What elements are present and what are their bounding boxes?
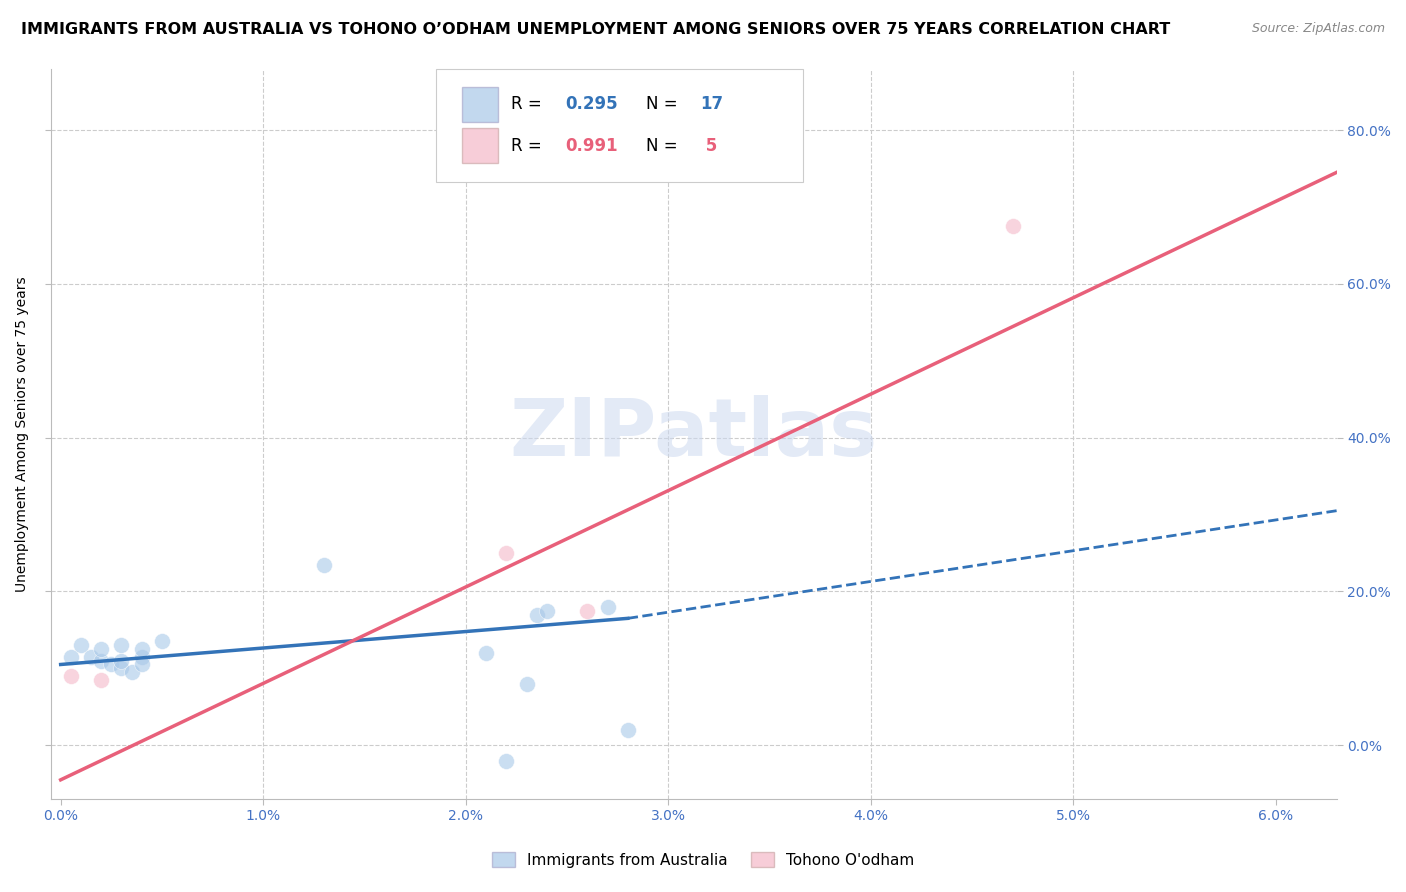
Point [70,638,93,652]
Text: N =: N = [645,137,683,155]
Text: Source: ZipAtlas.com: Source: ZipAtlas.com [1251,22,1385,36]
Point [617,723,640,737]
Point [59,649,82,664]
Point [576,604,599,618]
Y-axis label: Unemployment Among Seniors over 75 years: Unemployment Among Seniors over 75 years [15,276,30,591]
Point [131,657,153,672]
Text: 5: 5 [700,137,717,155]
FancyBboxPatch shape [463,87,498,122]
Point [110,654,132,668]
Point [80,649,103,664]
Point [536,604,558,618]
Text: R =: R = [510,95,547,113]
Legend: Immigrants from Australia, Tohono O'odham: Immigrants from Australia, Tohono O'odha… [484,844,922,875]
Text: ZIPatlas: ZIPatlas [509,395,877,473]
Point [121,665,143,680]
Point [596,599,619,614]
Point [90,673,112,687]
Point [100,657,122,672]
Point [526,607,548,622]
Point [312,558,335,572]
Point [1001,219,1024,234]
Point [495,546,517,560]
Point [495,754,517,768]
Point [110,661,132,675]
Text: IMMIGRANTS FROM AUSTRALIA VS TOHONO O’ODHAM UNEMPLOYMENT AMONG SENIORS OVER 75 Y: IMMIGRANTS FROM AUSTRALIA VS TOHONO O’OD… [21,22,1170,37]
FancyBboxPatch shape [463,128,498,163]
Point [475,646,498,660]
Point [59,669,82,683]
Point [515,676,537,690]
Text: 17: 17 [700,95,723,113]
Point [90,642,112,657]
Point [131,642,153,657]
Text: 0.295: 0.295 [565,95,617,113]
Text: R =: R = [510,137,547,155]
Point [150,634,173,648]
Point [90,654,112,668]
Text: N =: N = [645,95,683,113]
Text: 0.991: 0.991 [565,137,617,155]
Point [131,649,153,664]
FancyBboxPatch shape [436,69,803,182]
Point [110,638,132,652]
